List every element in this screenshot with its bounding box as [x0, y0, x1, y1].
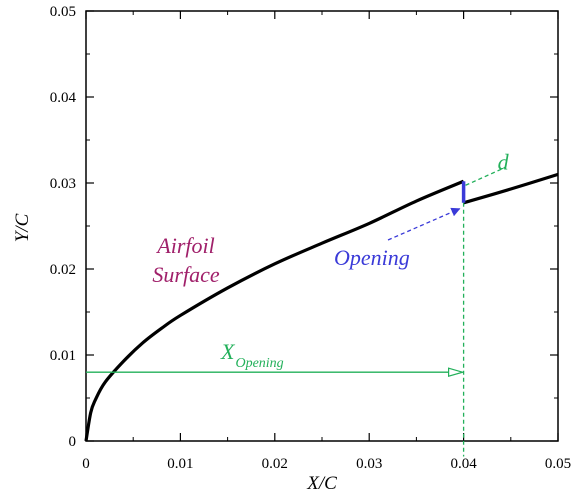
opening-width-guide [465, 166, 506, 186]
airfoil-surface-line-1 [84, 179, 465, 442]
x-opening-subscript: Opening [235, 356, 283, 371]
x-tick-label: 0.03 [356, 456, 382, 472]
x-tick-label: 0 [82, 456, 90, 472]
x-tick-labels: 0 0.01 0.02 0.03 0.04 0.05 [82, 456, 571, 472]
x-tick-label: 0.02 [262, 456, 288, 472]
y-tick-labels: 0 0.01 0.02 0.03 0.04 0.05 [50, 4, 77, 450]
opening-label: Opening [334, 245, 410, 270]
y-tick-label: 0.03 [50, 176, 76, 192]
y-tick-label: 0.04 [50, 90, 77, 106]
x-axis-title: X/C [306, 473, 337, 494]
opening-arrow [387, 207, 461, 241]
airfoil-surface-line-2 [463, 172, 559, 205]
y-tick-label: 0.05 [50, 4, 76, 20]
tick-marks [85, 10, 559, 442]
y-axis-title: Y/C [12, 213, 33, 242]
series-layer [84, 172, 559, 442]
y-tick-label: 0 [69, 434, 77, 450]
opening-width-label: d [498, 149, 510, 174]
x-tick-label: 0.01 [167, 456, 193, 472]
x-tick-label: 0.04 [450, 456, 477, 472]
y-tick-label: 0.01 [50, 348, 76, 364]
plot-frame [85, 10, 559, 442]
x-tick-label: 0.05 [545, 456, 571, 472]
airfoil-label-line2: Surface [152, 262, 219, 287]
x-opening-label: XOpening [220, 339, 284, 371]
y-tick-label: 0.02 [50, 262, 76, 278]
airfoil-label-line1: Airfoil [155, 233, 214, 258]
